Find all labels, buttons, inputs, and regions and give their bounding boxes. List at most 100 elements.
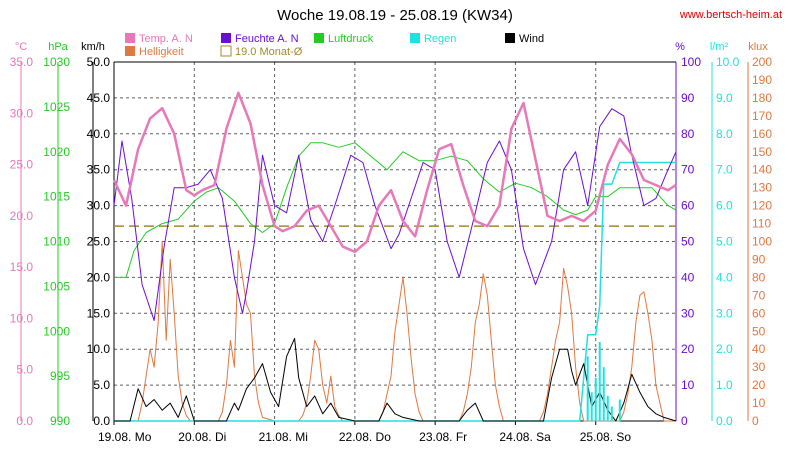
tick-label-brightness: 160: [752, 127, 772, 141]
tick-label-rain: 9.0: [716, 91, 733, 105]
tick-label-rain: 1.0: [716, 378, 733, 392]
tick-label-rain: 0.0: [716, 414, 733, 428]
tick-label-wind: 5.0: [93, 378, 110, 392]
tick-label-brightness: 20: [752, 378, 766, 392]
legend-label-temp: Temp. A. N: [139, 33, 193, 45]
tick-label-wind: 25.0: [87, 235, 111, 249]
tick-label-rain: 4.0: [716, 270, 733, 284]
day-label: 24.08. Sa: [499, 430, 551, 444]
tick-label-wind: 20.0: [87, 270, 111, 284]
tick-label-pressure: 1010: [43, 235, 70, 249]
series-line-rain: [114, 161, 676, 422]
tick-label-wind: 35.0: [87, 163, 111, 177]
axis-unit-brightness: klux: [748, 41, 768, 53]
tick-label-humidity: 50: [681, 235, 695, 249]
legend-swatch-wind: [505, 33, 515, 43]
legend-swatch-average: [220, 45, 232, 57]
series-line-pressure: [114, 142, 677, 278]
tick-label-rain: 6.0: [716, 199, 733, 213]
tick-label-rain: 3.0: [716, 306, 733, 320]
legend-label-rain: Regen: [424, 33, 456, 45]
day-label: 23.08. Fr: [419, 430, 467, 444]
tick-label-brightness: 80: [752, 270, 766, 284]
tick-label-brightness: 90: [752, 252, 766, 266]
tick-label-humidity: 20: [681, 342, 695, 356]
tick-label-humidity: 100: [681, 55, 701, 69]
tick-label-wind: 0.0: [93, 414, 110, 428]
legend-label-pressure: Luftdruck: [328, 33, 374, 45]
day-label: 22.08. Do: [339, 430, 391, 444]
tick-label-pressure: 1025: [43, 100, 70, 114]
source-link[interactable]: www.bertsch-heim.at: [679, 9, 782, 21]
chart-title: Woche 19.08.19 - 25.08.19 (KW34): [277, 7, 513, 24]
series-line-temp: [112, 91, 677, 254]
tick-label-humidity: 70: [681, 163, 695, 177]
tick-label-wind: 50.0: [87, 55, 111, 69]
legend-swatch-brightness: [125, 46, 135, 56]
tick-label-brightness: 170: [752, 109, 772, 123]
tick-label-rain: 2.0: [716, 342, 733, 356]
tick-label-temp: 15.0: [10, 260, 34, 274]
tick-label-temp: 5.0: [16, 363, 33, 377]
legend-label-brightness: Helligkeit: [139, 46, 184, 58]
legend-label-average: 19.0 Monat-Ø: [235, 46, 303, 58]
series-line-wind: [114, 337, 677, 422]
tick-label-temp: 25.0: [10, 158, 34, 172]
axis-unit-wind: km/h: [81, 41, 105, 53]
tick-label-brightness: 110: [752, 217, 771, 231]
tick-label-pressure: 1000: [43, 324, 70, 338]
tick-label-rain: 10.0: [716, 55, 740, 69]
tick-label-brightness: 50: [752, 324, 766, 338]
tick-label-temp: 10.0: [10, 311, 34, 325]
tick-label-humidity: 30: [681, 306, 695, 320]
axis-unit-pressure: hPa: [48, 41, 68, 53]
tick-label-pressure: 1030: [43, 55, 70, 69]
legend: Temp. A. N Feuchte A. N Luftdruck Regen …: [125, 33, 544, 58]
tick-label-brightness: 140: [752, 163, 772, 177]
legend-label-humidity: Feuchte A. N: [235, 33, 299, 45]
tick-label-humidity: 60: [681, 199, 695, 213]
tick-label-humidity: 90: [681, 91, 695, 105]
legend-label-wind: Wind: [519, 33, 544, 45]
tick-label-brightness: 190: [752, 73, 772, 87]
tick-label-pressure: 1015: [43, 190, 70, 204]
legend-swatch-humidity: [221, 33, 231, 43]
legend-swatch-temp: [125, 33, 135, 43]
tick-label-humidity: 0: [681, 414, 688, 428]
tick-label-wind: 40.0: [87, 127, 111, 141]
axis-unit-humidity: %: [675, 41, 685, 53]
tick-label-brightness: 120: [752, 199, 772, 213]
day-label: 21.08. Mi: [259, 430, 308, 444]
tick-label-humidity: 40: [681, 270, 695, 284]
tick-label-wind: 30.0: [87, 199, 111, 213]
tick-label-brightness: 200: [752, 55, 772, 69]
tick-label-brightness: 10: [752, 396, 766, 410]
axis-unit-temp: °C: [15, 41, 27, 53]
tick-label-rain: 7.0: [716, 163, 733, 177]
tick-label-pressure: 1005: [43, 279, 70, 293]
tick-label-temp: 20.0: [10, 209, 34, 223]
tick-label-brightness: 180: [752, 91, 772, 105]
tick-label-humidity: 10: [681, 378, 695, 392]
tick-label-temp: 35.0: [10, 55, 34, 69]
day-label: 25.08. So: [580, 430, 632, 444]
tick-label-rain: 8.0: [716, 127, 733, 141]
tick-label-temp: 30.0: [10, 106, 34, 120]
tick-label-wind: 45.0: [87, 91, 111, 105]
tick-label-rain: 5.0: [716, 235, 733, 249]
tick-label-pressure: 995: [50, 369, 70, 383]
tick-label-pressure: 1020: [43, 145, 70, 159]
tick-label-brightness: 0: [752, 414, 759, 428]
tick-label-temp: 0.0: [16, 414, 33, 428]
plot-area: 0.05.010.015.020.025.030.035.09909951000…: [10, 55, 773, 444]
legend-swatch-pressure: [314, 33, 324, 43]
tick-label-brightness: 150: [752, 145, 772, 159]
tick-label-humidity: 80: [681, 127, 695, 141]
day-label: 20.08. Di: [178, 430, 226, 444]
tick-label-wind: 10.0: [87, 342, 111, 356]
tick-label-brightness: 130: [752, 181, 772, 195]
tick-label-brightness: 60: [752, 306, 766, 320]
legend-swatch-rain: [410, 33, 420, 43]
